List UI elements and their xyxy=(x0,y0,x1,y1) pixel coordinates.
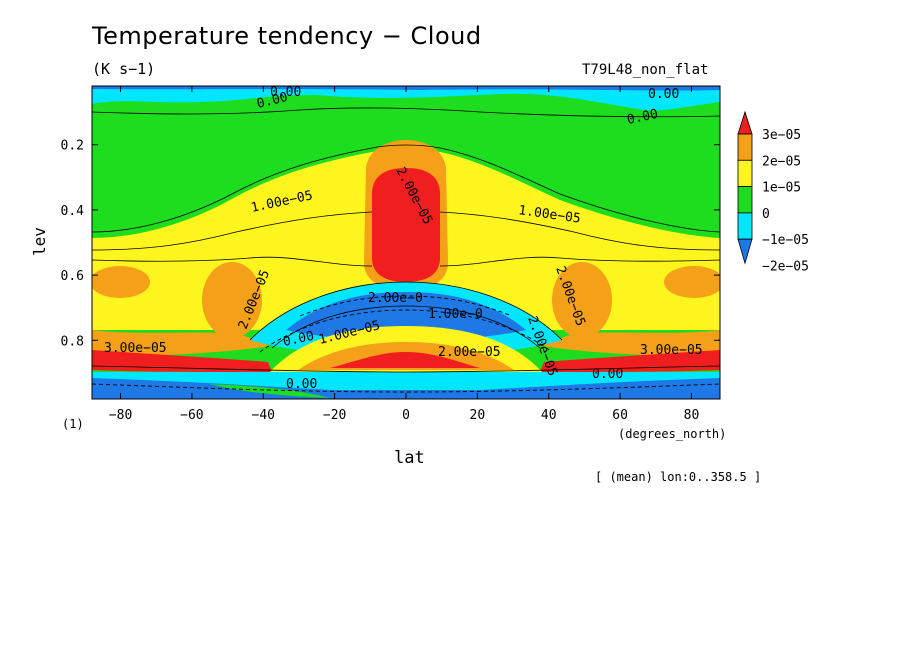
colorbar-swatch xyxy=(737,133,753,161)
contour-band xyxy=(286,292,526,340)
contour-line xyxy=(271,305,541,349)
colorbar-label: 0 xyxy=(762,207,770,222)
contour-line-negative xyxy=(259,309,553,353)
colorbar-label: −1e−05 xyxy=(762,233,809,248)
contour-line xyxy=(92,144,720,233)
contour-field: 0.000.000.000.001.00e−05 1.00e−052.00e−05… xyxy=(92,85,720,399)
contour-band xyxy=(202,262,262,338)
contour-band xyxy=(92,86,720,111)
contour-line xyxy=(92,107,720,118)
contour-line xyxy=(249,281,563,341)
colorbar-swatch xyxy=(737,110,753,135)
x-tick-label: 20 xyxy=(470,408,486,423)
x-tick-label: 60 xyxy=(612,408,628,423)
x-tick-label: −60 xyxy=(180,408,203,423)
contour-label: 0.00 xyxy=(255,90,289,112)
colorbar-label: −2e−05 xyxy=(762,260,809,275)
chart-units: (K s−1) xyxy=(92,60,156,78)
colorbar-label: 3e−05 xyxy=(762,128,801,143)
colorbar-swatch xyxy=(737,159,753,188)
colorbar-swatch xyxy=(737,212,753,240)
contour-line-negative xyxy=(299,295,513,317)
contour-label: 3.00e−05 xyxy=(640,343,703,358)
contour-band xyxy=(210,384,330,398)
contour-band xyxy=(330,352,480,368)
contour-band xyxy=(92,330,270,356)
contour-band xyxy=(664,266,720,298)
contour-label: 2.00e−05 xyxy=(438,345,501,360)
contour-line xyxy=(92,365,720,373)
x-axis-label: lat xyxy=(394,448,425,468)
y-tick-label: 0.8 xyxy=(61,334,84,349)
y-tick-label: 0.2 xyxy=(61,139,84,154)
chart-title: Temperature tendency − Cloud xyxy=(92,22,482,50)
contour-band xyxy=(542,330,720,356)
y-tick-label: 0.6 xyxy=(61,269,84,284)
x-tick-label: −40 xyxy=(252,408,275,423)
colorbar-label: 1e−05 xyxy=(762,181,801,196)
contour-band xyxy=(540,350,720,372)
x-tick-label: −20 xyxy=(323,408,346,423)
contour-band xyxy=(92,350,272,372)
contour-label: 0.00 xyxy=(282,329,316,350)
contour-band xyxy=(92,266,150,298)
colorbar-swatch xyxy=(737,186,753,214)
y-tick-label: 0.4 xyxy=(61,204,85,219)
contour-label: 0.00 xyxy=(286,377,317,392)
contour-label: 0.00 xyxy=(592,367,623,382)
x-tick-label: 0 xyxy=(402,408,410,423)
contour-label: 0.00 xyxy=(648,87,679,102)
contour-label: 0.00 xyxy=(626,107,660,128)
contour-line xyxy=(439,211,720,251)
contour-band xyxy=(372,168,440,282)
contour-line xyxy=(92,211,373,251)
x-tick-label: 80 xyxy=(684,408,700,423)
y-axis-units: (1) xyxy=(62,417,84,431)
y-axis: 0.2 0.4 0.6 0.8 xyxy=(61,139,720,349)
contour-band xyxy=(92,378,720,399)
contour-label: 2.00e−0 xyxy=(368,291,423,306)
x-axis: −80 −60 −40 −20 0 20 40 60 80 xyxy=(109,86,699,423)
x-axis-units: (degrees_north) xyxy=(618,427,727,441)
contour-label: 3.00e−05 xyxy=(104,341,167,356)
contour-label: 1.00e−0 xyxy=(428,307,483,322)
contour-label: 0.00 xyxy=(270,85,301,100)
contour-line-negative xyxy=(92,383,720,393)
colorbar: 3e−05 2e−05 1e−05 0 −1e−05 −2e−05 xyxy=(737,110,809,275)
x-tick-label: 40 xyxy=(541,408,557,423)
run-label: T79L48_non_flat xyxy=(582,62,709,78)
x-tick-label: −80 xyxy=(109,408,132,423)
contour-line xyxy=(439,256,720,267)
contour-band xyxy=(552,262,612,338)
contour-line xyxy=(92,256,373,267)
colorbar-swatch xyxy=(737,238,753,265)
colorbar-label: 2e−05 xyxy=(762,154,801,169)
mean-note: [ (mean) lon:0..358.5 ] xyxy=(595,470,762,484)
